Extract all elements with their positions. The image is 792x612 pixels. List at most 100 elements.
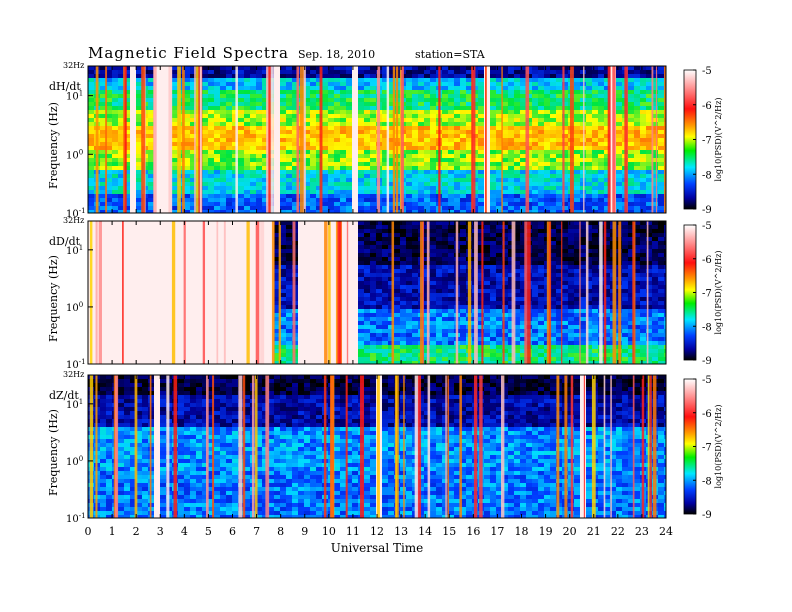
spectrogram-cell	[352, 118, 358, 122]
spectrogram-cell	[592, 210, 598, 213]
spectrogram-cell	[286, 166, 292, 170]
spectrogram-cell	[370, 122, 376, 126]
spectrogram-cell	[160, 198, 166, 202]
spectrogram-cell	[238, 210, 244, 213]
spectrogram-cell	[340, 150, 346, 154]
spectrogram-cell	[268, 317, 274, 321]
spectrogram-cell	[178, 265, 184, 269]
spectrogram-cell	[370, 158, 376, 162]
spectrogram-cell	[580, 206, 586, 210]
spectrogram-cell	[220, 289, 226, 293]
spectrogram-cell	[544, 186, 550, 190]
spectrogram-cell	[460, 154, 466, 158]
spectrogram-cell	[178, 317, 184, 321]
spectrogram-cell	[370, 118, 376, 122]
spectrogram-cell	[580, 118, 586, 122]
spectrogram-cell	[580, 86, 586, 90]
spectrogram-streak	[485, 66, 487, 213]
spectrogram-cell	[130, 289, 136, 293]
spectrogram-cell	[250, 166, 256, 170]
spectrogram-cell	[520, 110, 526, 114]
spectrogram-cell	[496, 170, 502, 174]
spectrogram-cell	[112, 158, 118, 162]
spectrogram-cell	[538, 142, 544, 146]
spectrogram-cell	[250, 190, 256, 194]
spectrogram-cell	[544, 150, 550, 154]
spectrogram-cell	[304, 126, 310, 130]
spectrogram-cell	[184, 301, 190, 305]
spectrogram-cell	[316, 66, 322, 70]
spectrogram-cell	[466, 66, 472, 70]
spectrogram-cell	[598, 74, 604, 78]
spectrogram-cell	[430, 202, 436, 206]
spectrogram-cell	[130, 70, 136, 74]
spectrogram-cell	[286, 118, 292, 122]
spectrogram-cell	[370, 150, 376, 154]
spectrogram-cell	[424, 82, 430, 86]
spectrogram-cell	[316, 118, 322, 122]
spectrogram-cell	[124, 66, 130, 70]
spectrogram-cell	[514, 154, 520, 158]
spectrogram-cell	[304, 174, 310, 178]
spectrogram-cell	[124, 277, 130, 281]
spectrogram-cell	[328, 202, 334, 206]
spectrogram-cell	[118, 329, 124, 333]
spectrogram-cell	[412, 142, 418, 146]
spectrogram-cell	[268, 337, 274, 341]
spectrogram-cell	[454, 78, 460, 82]
spectrogram-cell	[232, 225, 238, 229]
spectrogram-cell	[634, 130, 640, 134]
spectrogram-cell	[244, 158, 250, 162]
spectrogram-cell	[448, 210, 454, 213]
spectrogram-cell	[658, 70, 664, 74]
spectrogram-cell	[118, 134, 124, 138]
spectrogram-cell	[100, 281, 106, 285]
spectrogram-cell	[190, 289, 196, 293]
spectrogram-cell	[208, 301, 214, 305]
spectrogram-cell	[424, 94, 430, 98]
spectrogram-cell	[250, 134, 256, 138]
spectrogram-cell	[226, 325, 232, 329]
spectrogram-cell	[490, 78, 496, 82]
spectrogram-cell	[250, 349, 256, 353]
spectrogram-cell	[100, 194, 106, 198]
spectrogram-cell	[358, 194, 364, 198]
spectrogram-cell	[310, 182, 316, 186]
spectrogram-cell	[646, 194, 652, 198]
spectrogram-cell	[160, 82, 166, 86]
spectrogram-cell	[178, 194, 184, 198]
spectrogram-cell	[544, 170, 550, 174]
spectrogram-cell	[346, 182, 352, 186]
spectrogram-cell	[586, 114, 592, 118]
spectrogram-cell	[412, 162, 418, 166]
spectrogram-cell	[250, 353, 256, 357]
spectrogram-cell	[652, 202, 658, 206]
spectrogram-streak	[194, 66, 196, 213]
spectrogram-cell	[592, 134, 598, 138]
spectrogram-cell	[112, 241, 118, 245]
spectrogram-cell	[142, 289, 148, 293]
spectrogram-cell	[454, 130, 460, 134]
spectrogram-cell	[598, 70, 604, 74]
spectrogram-cell	[130, 86, 136, 90]
spectrogram-cell	[118, 321, 124, 325]
spectrogram-cell	[478, 182, 484, 186]
spectrogram-cell	[160, 333, 166, 337]
spectrogram-cell	[106, 309, 112, 313]
spectrogram-cell	[430, 182, 436, 186]
spectrogram-cell	[562, 154, 568, 158]
colorbar-label: log10(PSD)(V^2/Hz)	[714, 98, 723, 182]
spectrogram-cell	[220, 66, 226, 70]
spectrogram-cell	[238, 70, 244, 74]
spectrogram-cell	[556, 74, 562, 78]
spectrogram-cell	[406, 118, 412, 122]
spectrogram-cell	[130, 134, 136, 138]
spectrogram-cell	[154, 90, 160, 94]
spectrogram-cell	[466, 122, 472, 126]
spectrogram-cell	[538, 194, 544, 198]
spectrogram-cell	[538, 186, 544, 190]
spectrogram-cell	[628, 202, 634, 206]
spectrogram-cell	[106, 134, 112, 138]
spectrogram-cell	[592, 194, 598, 198]
spectrogram-cell	[160, 249, 166, 253]
